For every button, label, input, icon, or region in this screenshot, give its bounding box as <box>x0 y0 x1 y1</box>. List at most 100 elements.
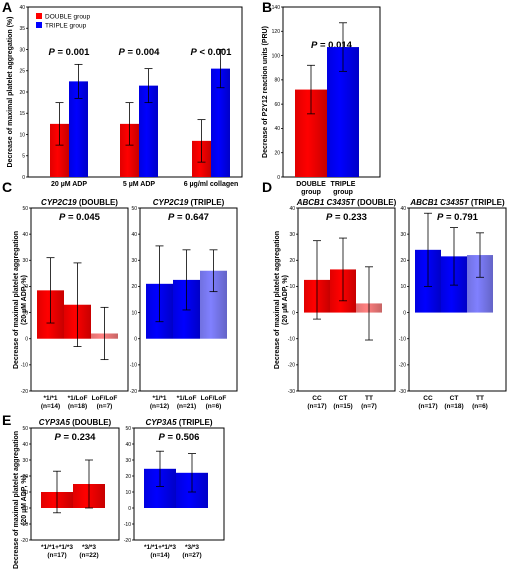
n-label: (n=17) <box>47 552 66 559</box>
legend-swatch <box>36 13 42 19</box>
n-label: (n=27) <box>182 552 201 559</box>
y-tick-label: 30 <box>131 258 137 264</box>
y-tick-label: -20 <box>124 538 131 544</box>
y-tick-label: 80 <box>274 78 280 84</box>
y-tick-label: -10 <box>124 522 131 528</box>
y-tick-label: 20 <box>400 258 406 264</box>
p-value: P = 0.233 <box>326 212 367 223</box>
n-label: (n=14) <box>150 552 169 559</box>
panel-title: CYP3A5 (TRIPLE) <box>145 418 212 427</box>
panel-label: E <box>2 412 11 428</box>
y-tick-label: -10 <box>21 522 28 528</box>
y-tick-label: -20 <box>399 363 406 369</box>
y-tick-label: 40 <box>22 232 28 238</box>
y-tick-label: -20 <box>21 538 28 544</box>
y-tick-label: 140 <box>272 5 281 11</box>
panel-title: ABCB1 C3435T (TRIPLE) <box>409 198 505 207</box>
y-tick-label: 30 <box>125 458 131 464</box>
y-tick-label: 20 <box>289 258 295 264</box>
legend-label: TRIPLE group <box>45 23 87 30</box>
y-tick-label: 40 <box>131 232 137 238</box>
y-tick-label: 10 <box>400 284 406 290</box>
y-tick-label: -10 <box>130 363 137 369</box>
bar <box>50 123 69 177</box>
y-tick-label: 0 <box>22 175 25 181</box>
category-label: TRIPLE <box>331 181 356 188</box>
y-tick-label: -10 <box>288 337 295 343</box>
n-label: (n=21) <box>177 403 196 410</box>
category-label: CC <box>312 395 322 402</box>
y-tick-label: 0 <box>292 310 295 316</box>
n-label: (n=14) <box>41 403 60 410</box>
panel-label: C <box>2 179 12 195</box>
y-axis-label: (20 µM ADP, %) <box>282 275 289 325</box>
y-tick-label: 10 <box>131 310 137 316</box>
y-tick-label: -20 <box>130 389 137 395</box>
p-value: P = 0.647 <box>168 212 209 223</box>
category-label: TT <box>476 395 484 402</box>
legend-label: DOUBLE group <box>45 14 91 21</box>
y-tick-label: 10 <box>19 132 25 138</box>
category-label: 5 µM ADP <box>123 181 155 188</box>
panel-C1: -20 -10 0 10 20 30 40 50 CYP2C19 (DOUBLE) P = 0.0… <box>21 198 129 410</box>
y-tick-label: 40 <box>274 126 280 132</box>
y-tick-label: 35 <box>19 26 25 32</box>
p-value: P = 0.506 <box>159 432 200 443</box>
y-tick-label: -30 <box>399 389 406 395</box>
panel-E2: -20 -10 0 10 20 30 40 50 CYP3A5 (TRIPLE) P = 0.50… <box>124 418 225 559</box>
panel-title: CYP2C19 (DOUBLE) <box>41 198 118 207</box>
y-tick-label: 20 <box>19 90 25 96</box>
category-label: *1/*1 <box>152 395 166 402</box>
p-value: P = 0.234 <box>55 432 97 443</box>
n-label: (n=22) <box>79 552 98 559</box>
y-axis-label: (20 µM ADP, %) <box>21 475 28 525</box>
y-tick-label: 20 <box>131 284 137 290</box>
y-tick-label: 30 <box>22 458 28 464</box>
panel-label: B <box>262 0 272 15</box>
category-label: *1/*1 <box>43 395 57 402</box>
panel-title: ABCB1 C3435T (DOUBLE) <box>296 198 397 207</box>
y-tick-label: 120 <box>272 29 281 35</box>
y-tick-label: 15 <box>19 111 25 117</box>
y-tick-label: 20 <box>125 474 131 480</box>
y-tick-label: -20 <box>21 389 28 395</box>
bar <box>211 68 230 177</box>
y-axis-label: Decrease of maximal platelet aggregation <box>13 231 20 369</box>
y-tick-label: 20 <box>274 151 280 157</box>
n-label: (n=18) <box>444 403 463 410</box>
category-label: CT <box>339 395 348 402</box>
y-tick-label: -30 <box>288 389 295 395</box>
category-label-line2: group <box>333 189 353 196</box>
y-tick-label: 10 <box>125 490 131 496</box>
y-tick-label: 0 <box>25 337 28 343</box>
y-tick-label: 0 <box>25 506 28 512</box>
n-label: (n=6) <box>472 403 488 410</box>
y-tick-label: 0 <box>128 506 131 512</box>
y-tick-label: 30 <box>19 47 25 53</box>
panel-title: CYP3A5 (DOUBLE) <box>39 418 112 427</box>
y-tick-label: 40 <box>19 5 25 11</box>
bar <box>139 85 158 177</box>
y-axis-label: Decrease of maximal platelet aggregation <box>13 431 20 569</box>
y-tick-label: 100 <box>272 53 281 59</box>
category-label: *1/LoF <box>68 395 88 402</box>
category-label: *1/LoF <box>177 395 197 402</box>
p-value: P = 0.791 <box>437 212 479 223</box>
y-tick-label: 40 <box>125 442 131 448</box>
panel-E1: -20 -10 0 10 20 30 40 50 CYP3A5 (DOUBLE) P = 0.23… <box>21 418 120 559</box>
n-label: (n=6) <box>206 403 222 410</box>
n-label: (n=7) <box>361 403 377 410</box>
y-axis-label: (20 µM ADP, %) <box>21 275 28 325</box>
y-axis-label: Decrease of P2Y12 reaction units (PRU) <box>262 26 269 158</box>
y-axis-label: Decrease of maximal platelet aggregation <box>274 231 281 369</box>
category-label: *3/*3 <box>82 544 96 551</box>
n-label: (n=17) <box>307 403 326 410</box>
bar <box>69 81 88 177</box>
p-value: P = 0.045 <box>59 212 101 223</box>
y-tick-label: -10 <box>21 363 28 369</box>
y-tick-label: 10 <box>22 490 28 496</box>
y-tick-label: 20 <box>22 284 28 290</box>
y-tick-label: 40 <box>400 206 406 212</box>
